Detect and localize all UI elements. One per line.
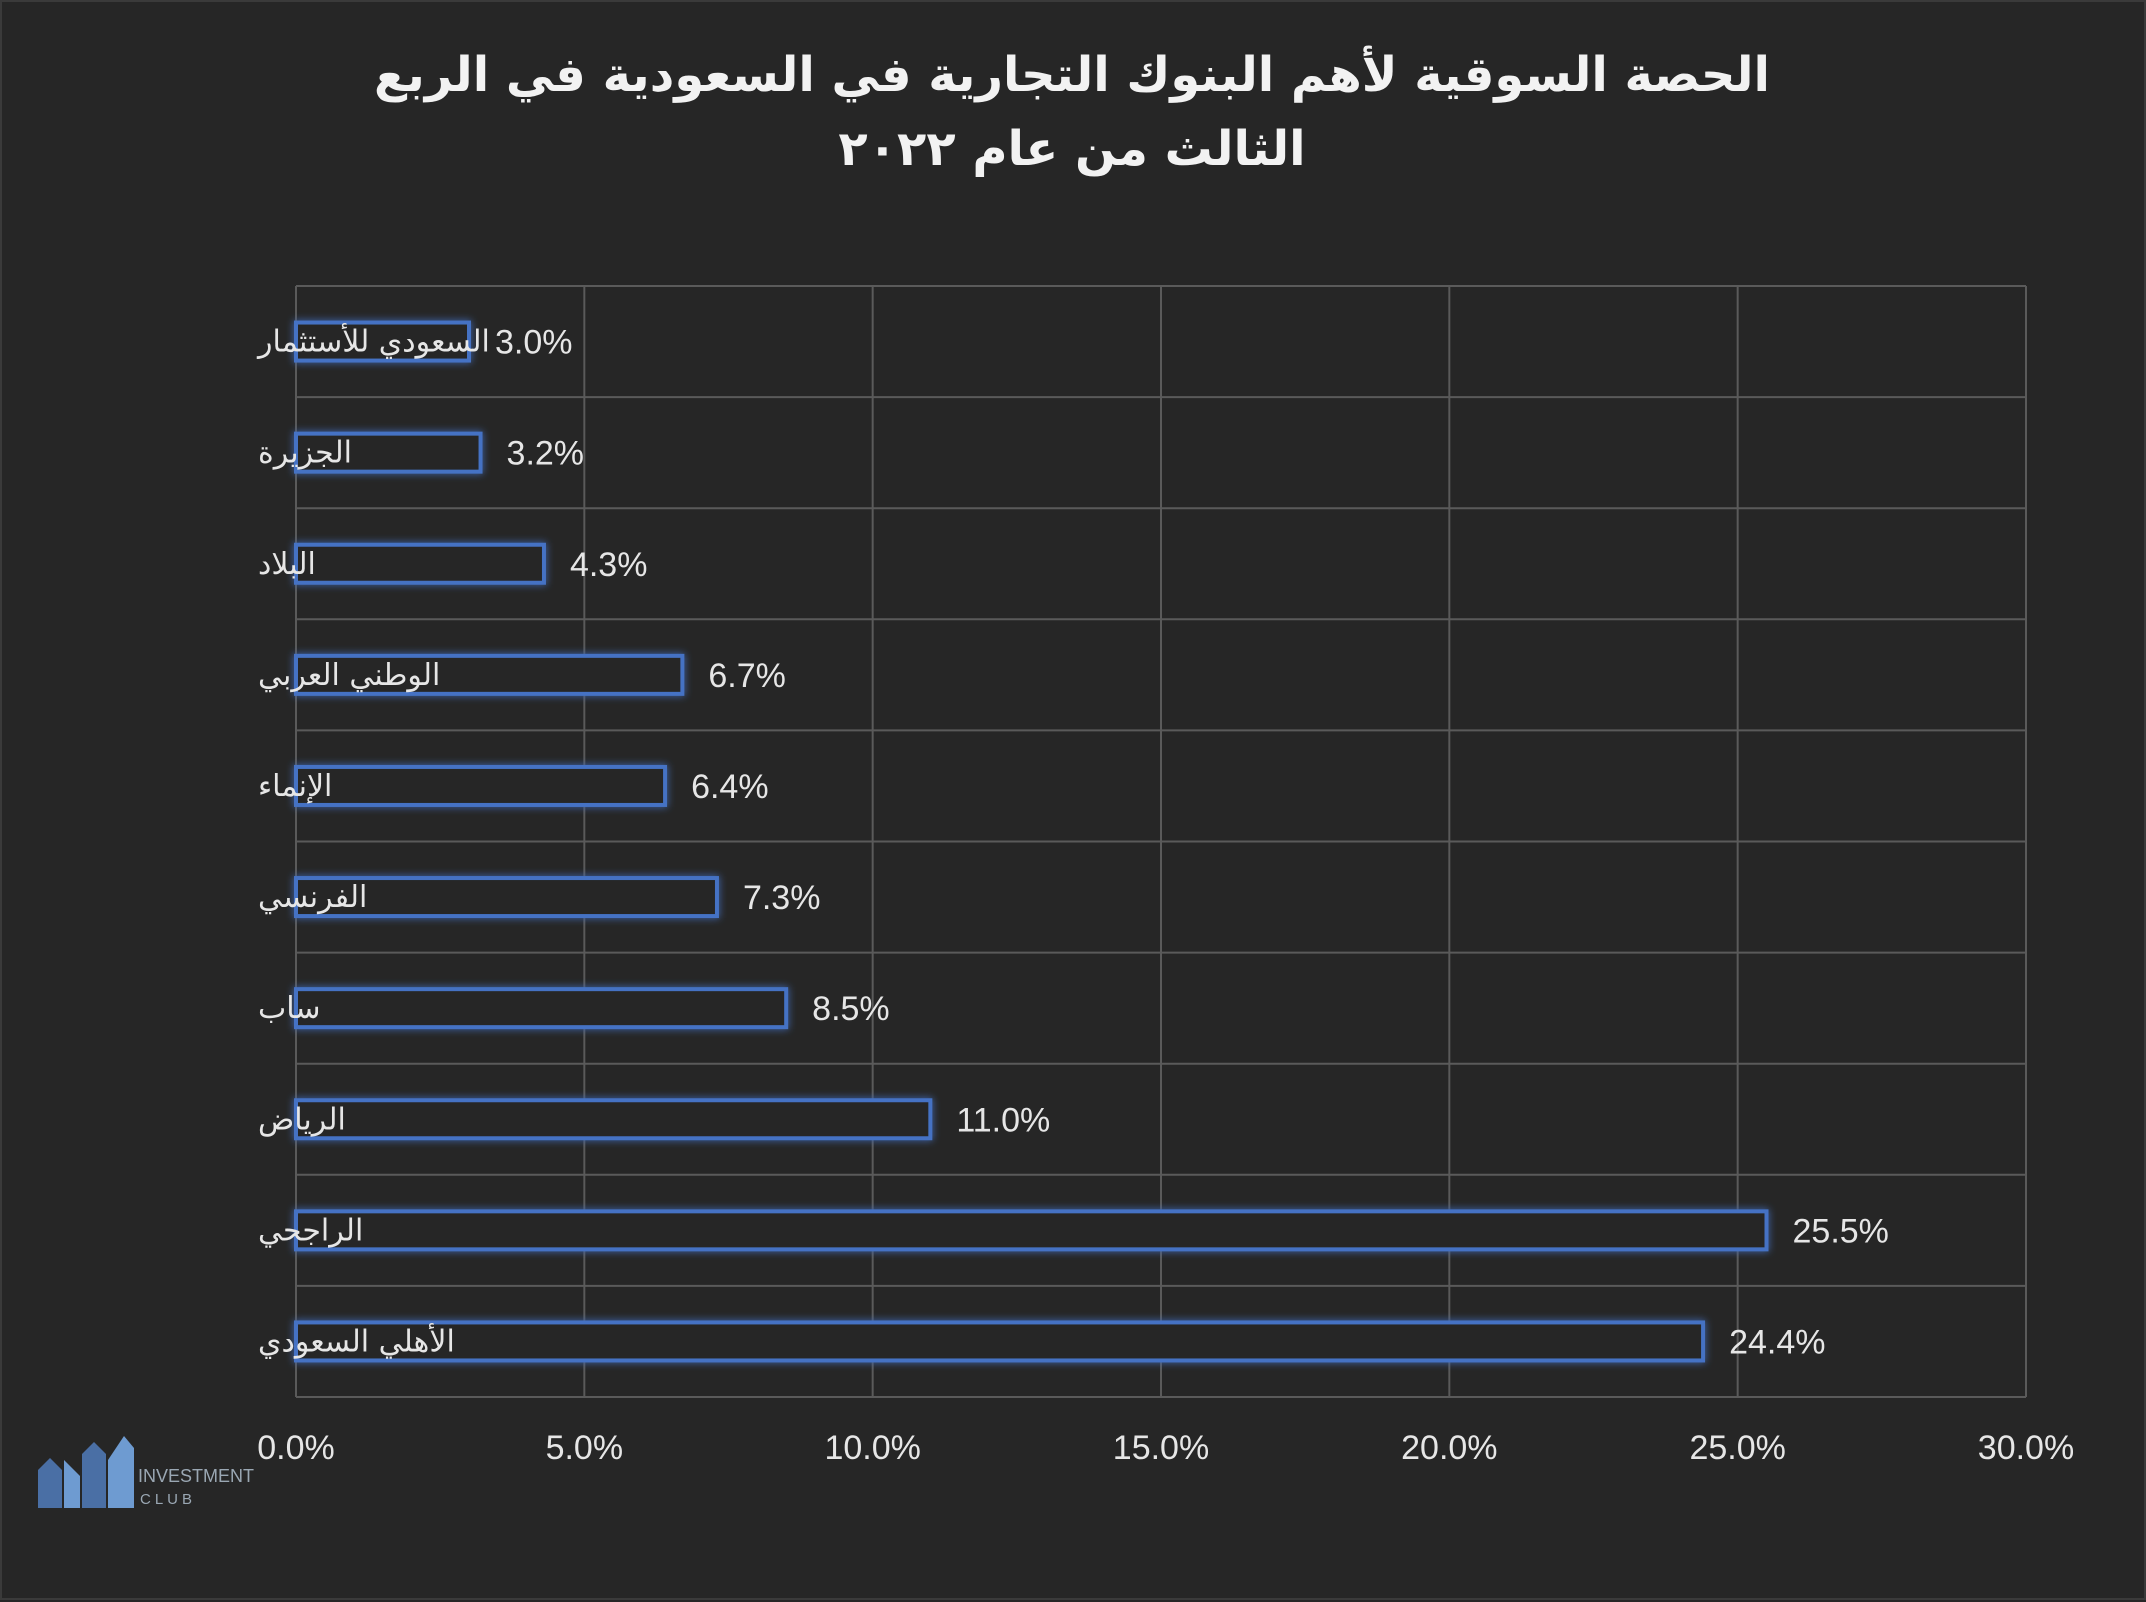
bar: [294, 320, 471, 363]
category-label: الإنماء: [258, 769, 332, 804]
x-tick-label: 20.0%: [1401, 1429, 1497, 1467]
bar: [294, 987, 789, 1030]
data-label: 11.0%: [956, 1101, 1050, 1139]
data-label: 4.3%: [570, 546, 648, 584]
investment-club-logo: INVESTMENT CLUB: [38, 1436, 254, 1508]
bar: [294, 653, 685, 696]
category-label: الأهلي السعودي: [258, 1321, 455, 1359]
x-tick-label: 10.0%: [824, 1429, 920, 1467]
category-label: السعودي للأستثمار: [256, 322, 490, 360]
bar: [294, 876, 719, 919]
x-tick-label: 25.0%: [1689, 1429, 1785, 1467]
x-tick-label: 30.0%: [1978, 1429, 2074, 1467]
bar: [294, 1209, 1769, 1252]
data-label: 6.7%: [708, 657, 786, 695]
category-label: الجزيرة: [258, 436, 352, 471]
bar: [294, 1320, 1706, 1363]
labels: 0.0% 5.0% 10.0% 15.0% 20.0% 25.0% 30.0% 3.0%الس…: [256, 322, 2074, 1467]
category-label: الراجحي: [258, 1213, 363, 1248]
data-label: 3.0%: [495, 324, 573, 362]
data-label: 6.4%: [691, 768, 769, 806]
logo-text-club: CLUB: [140, 1491, 196, 1508]
x-tick-label: 0.0%: [257, 1429, 335, 1467]
data-label: 25.5%: [1793, 1212, 1889, 1250]
category-label: البلاد: [258, 547, 316, 582]
bar: [294, 764, 668, 807]
bar: [294, 1098, 933, 1141]
category-label: ساب: [258, 991, 321, 1026]
chart-title: الحصة السوقية لأهم البنوك التجارية في ال…: [374, 47, 1770, 177]
bar: [294, 542, 546, 585]
category-label: الوطني العربي: [258, 658, 440, 693]
data-label: 3.2%: [507, 435, 585, 473]
category-label: الرياض: [258, 1102, 346, 1137]
logo-text-investment: INVESTMENT: [138, 1466, 254, 1486]
data-label: 24.4%: [1729, 1323, 1825, 1361]
x-tick-label: 15.0%: [1113, 1429, 1209, 1467]
data-label: 7.3%: [743, 879, 821, 917]
bars: [294, 320, 1769, 1363]
data-label: 8.5%: [812, 990, 890, 1028]
bar: [294, 431, 483, 474]
x-tick-label: 5.0%: [546, 1429, 624, 1467]
category-label: الفرنسي: [258, 880, 367, 915]
